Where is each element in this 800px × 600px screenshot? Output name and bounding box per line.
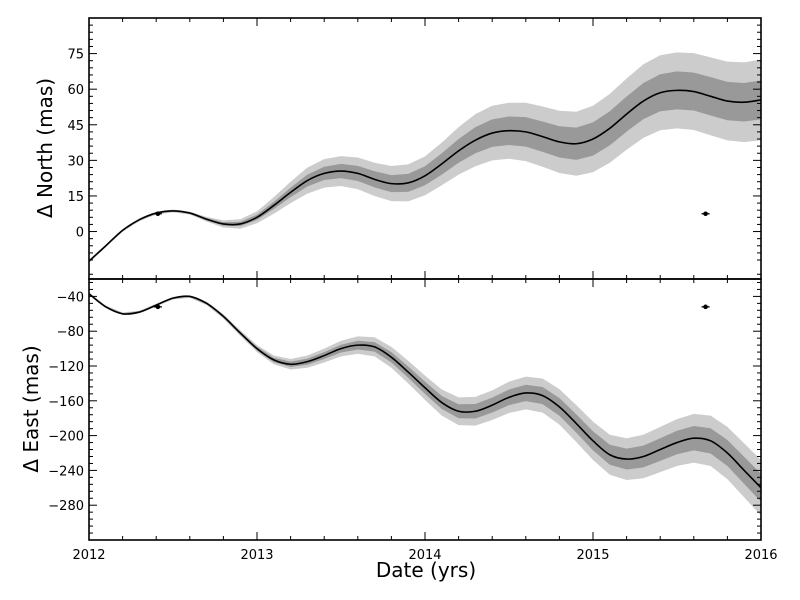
data-point bbox=[153, 304, 162, 310]
y-tick-label: −280 bbox=[48, 499, 84, 514]
north-data-points bbox=[153, 211, 710, 217]
x-tick-label: 2015 bbox=[576, 548, 609, 563]
y-tick-label: −40 bbox=[57, 290, 84, 305]
y-tick-label: −200 bbox=[48, 430, 84, 445]
y-tick-label: 45 bbox=[67, 119, 84, 134]
north-orbit-curve bbox=[89, 89, 761, 262]
x-axis-label: Date (yrs) bbox=[376, 558, 476, 582]
data-point bbox=[701, 211, 710, 217]
east-y-axis-label: Δ East (mas) bbox=[19, 345, 43, 472]
y-tick-label: −240 bbox=[48, 464, 84, 479]
x-tick-label: 2014 bbox=[408, 548, 441, 563]
y-tick-label: −160 bbox=[48, 395, 84, 410]
data-point bbox=[153, 211, 162, 217]
y-tick-label: 60 bbox=[67, 83, 84, 98]
y-tick-label: 0 bbox=[76, 226, 84, 241]
north-y-tick-labels: 0 15 30 45 60 75 bbox=[67, 48, 84, 241]
y-tick-label: −120 bbox=[48, 360, 84, 375]
east-orbit-curve bbox=[89, 293, 761, 489]
east-tick-marks bbox=[88, 279, 762, 540]
x-tick-label: 2012 bbox=[72, 548, 105, 563]
x-tick-labels: 2012 2013 2014 2015 2016 bbox=[72, 548, 777, 563]
y-tick-label: −80 bbox=[57, 325, 84, 340]
north-outer-uncertainty-band bbox=[89, 52, 761, 263]
east-panel: −40−80−120−160−200−240−280 2012 2013 2014 2… bbox=[19, 278, 778, 582]
north-inner-uncertainty-band bbox=[89, 71, 761, 262]
east-outer-uncertainty-band bbox=[89, 292, 761, 516]
north-panel: 0 15 30 45 60 75 Δ North (mas) bbox=[33, 17, 762, 280]
x-tick-label: 2016 bbox=[744, 548, 777, 563]
y-tick-label: 30 bbox=[67, 154, 84, 169]
east-y-tick-labels: −40 −80 −120 −160 −200 −240 −280 bbox=[48, 290, 84, 514]
data-point bbox=[701, 304, 710, 310]
east-data-points bbox=[153, 304, 710, 310]
x-tick-label: 2013 bbox=[240, 548, 273, 563]
north-y-axis-label: Δ North (mas) bbox=[33, 78, 57, 218]
east-plot-frame bbox=[88, 278, 762, 541]
y-tick-label: 15 bbox=[67, 190, 84, 205]
y-tick-label: 75 bbox=[67, 48, 84, 63]
east-inner-uncertainty-band bbox=[89, 293, 761, 502]
